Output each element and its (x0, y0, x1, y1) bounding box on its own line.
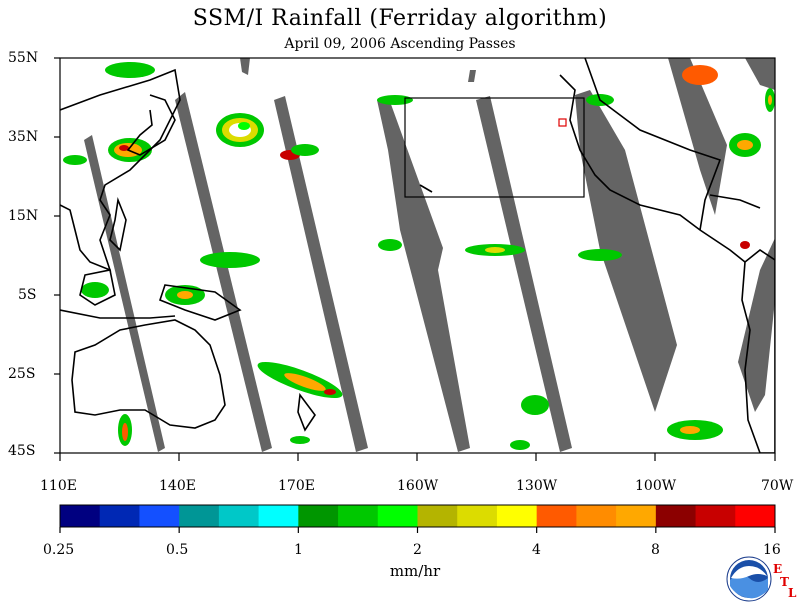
rain-patch (200, 252, 260, 268)
swath-gap (575, 90, 677, 412)
colorbar-swatch (338, 505, 379, 527)
rain-patch (177, 291, 193, 299)
colorbar-swatch (99, 505, 140, 527)
coastline-asia (60, 68, 181, 272)
lab-letter: E (773, 562, 783, 576)
colorbar-swatch (576, 505, 617, 527)
rain-patch (122, 423, 128, 441)
rain-patch (291, 144, 319, 156)
lab-letter: L (788, 586, 797, 600)
lat-ticks (54, 57, 60, 454)
rain-patch (510, 440, 530, 450)
noaa-logo-icon (726, 556, 772, 602)
chart-title: SSM/I Rainfall (Ferriday algorithm) (192, 6, 608, 31)
coastline-gulf (584, 58, 722, 231)
colorbar-swatch (695, 505, 736, 527)
coastline-new-guinea (159, 284, 242, 321)
rain-patch (682, 65, 718, 85)
colorbar-swatch (496, 505, 538, 527)
rain-patch (81, 282, 109, 298)
station-marker (558, 118, 567, 127)
rain-patch (737, 140, 753, 150)
coastline-south-america (741, 249, 775, 453)
rain-patch (63, 155, 87, 165)
colorbar-swatch (218, 505, 260, 527)
colorbar-units: mm/hr (389, 562, 441, 580)
swath-gap (175, 92, 272, 452)
coastlines (60, 58, 775, 453)
colorbar-swatch (258, 505, 299, 527)
coastline-australia (71, 319, 226, 429)
rain-patch (105, 62, 155, 78)
rain-patch (290, 436, 310, 444)
lab-letter: T (780, 575, 789, 589)
swath-gap (377, 96, 470, 452)
coastline-new-zealand (297, 392, 316, 432)
coastline-philippines (109, 196, 127, 252)
colorbar-swatch (457, 505, 498, 527)
colorbar (59, 504, 776, 533)
swath-gap (476, 96, 572, 452)
coastline-borneo (79, 269, 116, 306)
rain-patch (578, 249, 622, 261)
region-box (404, 97, 585, 198)
colorbar-swatch (179, 505, 220, 527)
coastline-cuba (709, 194, 761, 209)
coastline-hawaii (419, 184, 433, 193)
swath-gap (668, 58, 727, 215)
rain-patches (63, 62, 775, 450)
rain-patch (521, 395, 549, 415)
swath-gap (240, 58, 250, 75)
rain-patch (377, 95, 413, 105)
lon-ticks (59, 453, 776, 461)
rain-patch (378, 239, 402, 251)
colorbar-swatch (536, 505, 577, 527)
coastline-indonesia (60, 309, 176, 319)
map-plot-area (60, 58, 775, 453)
colorbar-swatch (298, 505, 339, 527)
coastline-north-america (559, 74, 746, 263)
rain-patch (324, 389, 336, 395)
swath-gap (738, 238, 775, 412)
swath-gap (274, 96, 368, 452)
rain-patch (768, 95, 772, 105)
coastline-japan (126, 94, 176, 156)
colorbar-swatch (60, 505, 101, 527)
swath-gaps (84, 58, 775, 452)
rain-patch (740, 241, 750, 249)
swath-gap (468, 70, 476, 82)
swath-gap (84, 135, 165, 452)
rain-patch (284, 373, 326, 391)
colorbar-swatch (139, 505, 180, 527)
colorbar-swatch (616, 505, 657, 527)
colorbar-swatch (655, 505, 697, 527)
rain-patch-storm (216, 113, 264, 147)
chart-subtitle: April 09, 2006 Ascending Passes (284, 36, 516, 52)
colorbar-swatch (735, 505, 776, 527)
rain-patch (485, 247, 505, 253)
colorbar-swatch (377, 505, 418, 527)
rain-patch (680, 426, 700, 434)
swath-gap (745, 58, 775, 90)
colorbar-swatch (417, 505, 458, 527)
